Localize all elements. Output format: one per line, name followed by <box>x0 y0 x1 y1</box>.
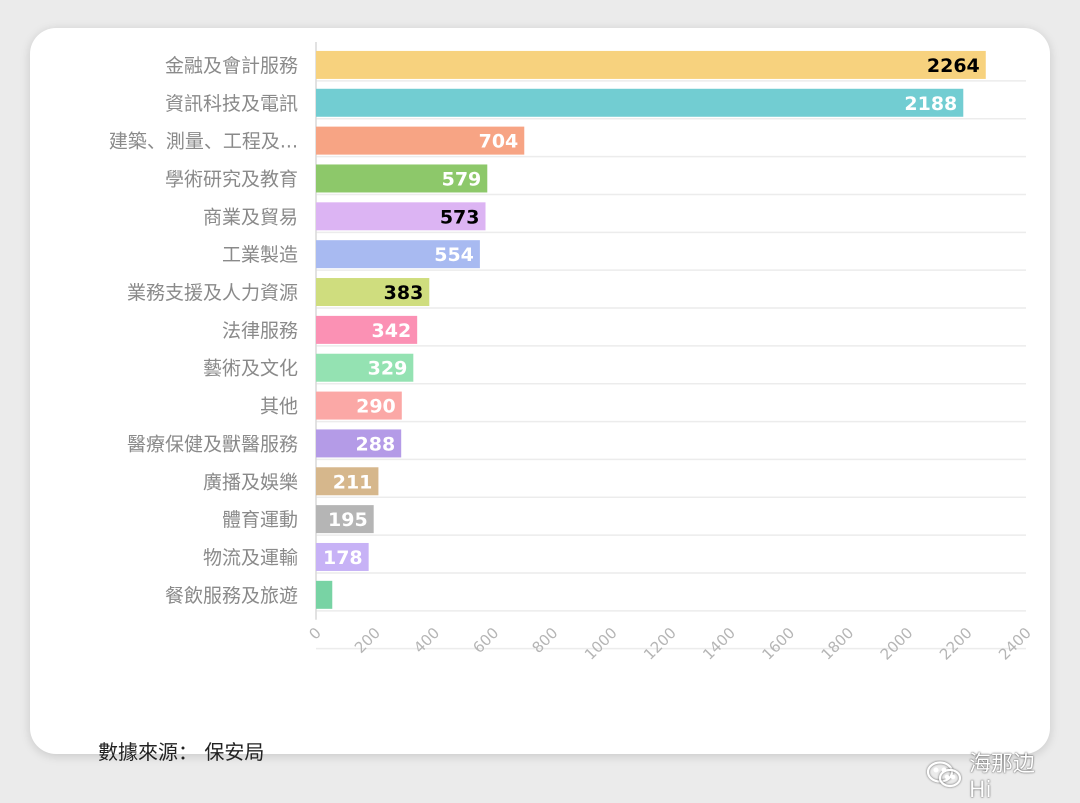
value-label: 195 <box>328 509 368 531</box>
value-label: 329 <box>368 358 408 380</box>
value-label: 211 <box>333 471 373 493</box>
category-label: 商業及貿易 <box>203 206 298 228</box>
x-tick-label: 1800 <box>818 624 858 664</box>
bar-chart: 金融及會計服務 2264 資訊科技及電訊 2188 建築、測量、工程及... 704 學術研… <box>109 42 1035 664</box>
x-tick-label: 2000 <box>877 624 917 664</box>
x-tick-label: 800 <box>529 624 562 657</box>
value-label: 290 <box>356 396 396 418</box>
category-label: 法律服務 <box>222 320 298 342</box>
category-label: 其他 <box>260 396 298 418</box>
bar <box>316 353 414 382</box>
bar <box>316 164 488 193</box>
category-label: 餐飲服務及旅遊 <box>165 585 298 607</box>
category-label: 藝術及文化 <box>203 358 298 380</box>
bar <box>316 202 486 231</box>
category-label: 學術研究及教育 <box>165 168 298 190</box>
category-label: 體育運動 <box>222 509 298 531</box>
wechat-icon <box>925 760 963 790</box>
bar <box>316 580 333 609</box>
bar <box>316 315 418 344</box>
category-label: 物流及運輸 <box>203 547 298 569</box>
x-tick-label: 1200 <box>640 624 680 664</box>
x-tick-label: 2400 <box>995 624 1035 664</box>
value-label: 342 <box>372 320 412 342</box>
x-tick-label: 1400 <box>699 624 739 664</box>
category-label: 工業製造 <box>222 244 298 266</box>
x-tick-label: 600 <box>469 624 502 657</box>
x-tick-label: 200 <box>351 624 384 657</box>
chart-card: 金融及會計服務 2264 資訊科技及電訊 2188 建築、測量、工程及... 704 學術研… <box>30 28 1050 803</box>
category-label: 廣播及娛樂 <box>203 471 298 493</box>
value-label: 2264 <box>927 55 980 77</box>
value-label: 178 <box>323 547 363 569</box>
bar <box>316 429 402 458</box>
bar <box>316 88 964 117</box>
value-label: 288 <box>356 433 396 455</box>
bar <box>316 126 525 155</box>
value-label: 573 <box>440 206 480 228</box>
x-tick-label: 1000 <box>581 624 621 664</box>
x-tick-label: 0 <box>305 624 324 643</box>
category-label: 醫療保健及獸醫服務 <box>127 433 298 455</box>
category-label: 資訊科技及電訊 <box>165 93 298 115</box>
value-label: 579 <box>442 168 482 190</box>
bar <box>316 505 374 534</box>
x-tick-label: 1600 <box>758 624 798 664</box>
category-label: 建築、測量、工程及... <box>109 131 298 153</box>
bar <box>316 50 986 79</box>
source-note: 數據來源： 保安局 <box>98 740 265 764</box>
bar <box>316 278 430 307</box>
watermark-text: 海那边Hi <box>969 752 1036 803</box>
x-tick-label: 400 <box>410 624 443 657</box>
category-label: 業務支援及人力資源 <box>127 282 298 304</box>
category-label: 金融及會計服務 <box>165 55 298 77</box>
watermark: 海那边Hi <box>925 746 1050 803</box>
value-label: 383 <box>384 282 424 304</box>
value-label: 704 <box>479 131 519 153</box>
bar <box>316 542 369 571</box>
bar <box>316 467 379 496</box>
bar <box>316 240 480 269</box>
value-label: 2188 <box>904 93 957 115</box>
x-tick-label: 2200 <box>936 624 976 664</box>
bar <box>316 391 402 420</box>
value-label: 554 <box>434 244 474 266</box>
